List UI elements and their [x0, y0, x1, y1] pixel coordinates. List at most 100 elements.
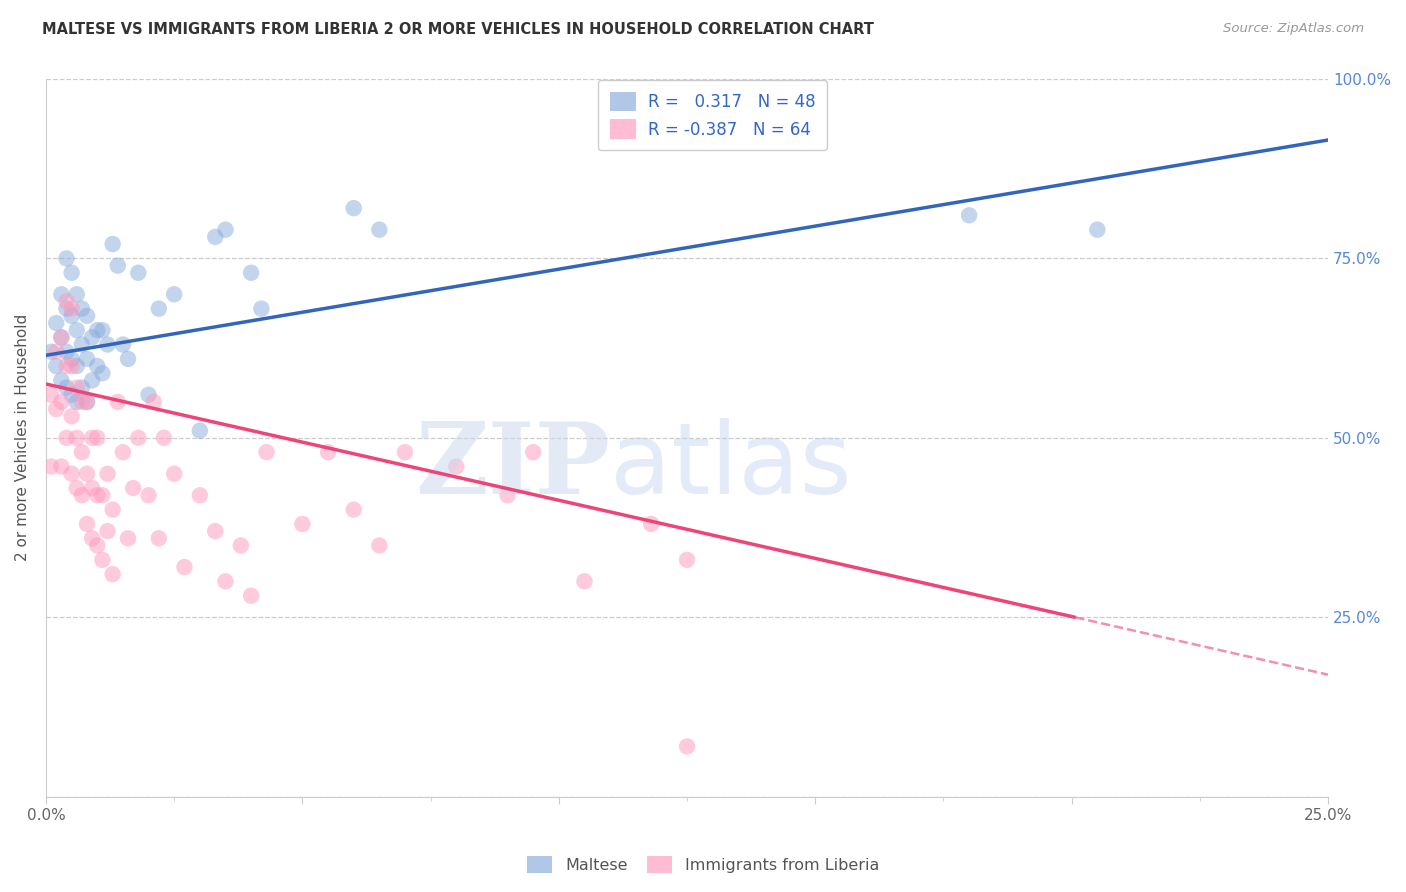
- Point: [82, 481, 104, 495]
- Point: [153, 431, 176, 445]
- Point: [91, 323, 114, 337]
- Point: [60, 388, 83, 402]
- Point: [51, 395, 73, 409]
- Point: [76, 516, 98, 531]
- Point: [76, 395, 98, 409]
- Point: [70, 301, 93, 316]
- Point: [60, 309, 83, 323]
- Point: [55, 301, 77, 316]
- Point: [51, 459, 73, 474]
- Point: [39, 388, 62, 402]
- Point: [82, 431, 104, 445]
- Point: [86, 431, 108, 445]
- Text: Source: ZipAtlas.com: Source: ZipAtlas.com: [1223, 22, 1364, 36]
- Y-axis label: 2 or more Vehicles in Household: 2 or more Vehicles in Household: [15, 314, 30, 561]
- Point: [240, 589, 263, 603]
- Point: [86, 539, 108, 553]
- Text: ZIP: ZIP: [415, 418, 610, 515]
- Point: [96, 467, 118, 481]
- Point: [138, 388, 160, 402]
- Point: [148, 301, 170, 316]
- Point: [45, 402, 67, 417]
- Point: [117, 351, 139, 366]
- Point: [45, 344, 67, 359]
- Point: [111, 445, 134, 459]
- Point: [229, 539, 252, 553]
- Point: [76, 395, 98, 409]
- Point: [51, 373, 73, 387]
- Point: [60, 409, 83, 424]
- Point: [70, 337, 93, 351]
- Point: [107, 259, 129, 273]
- Point: [51, 330, 73, 344]
- Point: [60, 301, 83, 316]
- Point: [76, 351, 98, 366]
- Point: [111, 337, 134, 351]
- Point: [142, 395, 165, 409]
- Point: [55, 294, 77, 309]
- Point: [107, 395, 129, 409]
- Point: [250, 301, 273, 316]
- Point: [66, 381, 89, 395]
- Legend: Maltese, Immigrants from Liberia: Maltese, Immigrants from Liberia: [520, 849, 886, 880]
- Point: [60, 266, 83, 280]
- Point: [55, 431, 77, 445]
- Point: [163, 287, 186, 301]
- Point: [676, 739, 699, 754]
- Point: [291, 516, 314, 531]
- Point: [316, 445, 339, 459]
- Point: [256, 445, 278, 459]
- Point: [55, 359, 77, 373]
- Point: [55, 381, 77, 395]
- Point: [91, 366, 114, 380]
- Point: [60, 467, 83, 481]
- Text: atlas: atlas: [610, 418, 852, 515]
- Point: [368, 223, 391, 237]
- Text: MALTESE VS IMMIGRANTS FROM LIBERIA 2 OR MORE VEHICLES IN HOUSEHOLD CORRELATION C: MALTESE VS IMMIGRANTS FROM LIBERIA 2 OR …: [42, 22, 875, 37]
- Point: [66, 287, 89, 301]
- Point: [148, 531, 170, 545]
- Point: [45, 359, 67, 373]
- Point: [957, 208, 980, 222]
- Point: [51, 330, 73, 344]
- Point: [55, 344, 77, 359]
- Point: [101, 567, 124, 582]
- Point: [640, 516, 662, 531]
- Point: [127, 266, 149, 280]
- Point: [676, 553, 699, 567]
- Point: [138, 488, 160, 502]
- Point: [173, 560, 195, 574]
- Point: [214, 574, 236, 589]
- Point: [163, 467, 186, 481]
- Point: [82, 373, 104, 387]
- Point: [70, 445, 93, 459]
- Point: [39, 459, 62, 474]
- Point: [66, 359, 89, 373]
- Point: [51, 287, 73, 301]
- Point: [96, 337, 118, 351]
- Point: [76, 467, 98, 481]
- Point: [60, 351, 83, 366]
- Point: [127, 431, 149, 445]
- Point: [204, 524, 226, 538]
- Point: [45, 316, 67, 330]
- Point: [101, 237, 124, 252]
- Point: [70, 488, 93, 502]
- Point: [86, 323, 108, 337]
- Point: [66, 481, 89, 495]
- Point: [101, 502, 124, 516]
- Point: [496, 488, 519, 502]
- Point: [60, 359, 83, 373]
- Point: [66, 323, 89, 337]
- Point: [214, 223, 236, 237]
- Point: [86, 488, 108, 502]
- Legend: R =   0.317   N = 48, R = -0.387   N = 64: R = 0.317 N = 48, R = -0.387 N = 64: [598, 80, 827, 151]
- Point: [70, 395, 93, 409]
- Point: [66, 395, 89, 409]
- Point: [55, 252, 77, 266]
- Point: [240, 266, 263, 280]
- Point: [82, 531, 104, 545]
- Point: [574, 574, 596, 589]
- Point: [96, 524, 118, 538]
- Point: [86, 359, 108, 373]
